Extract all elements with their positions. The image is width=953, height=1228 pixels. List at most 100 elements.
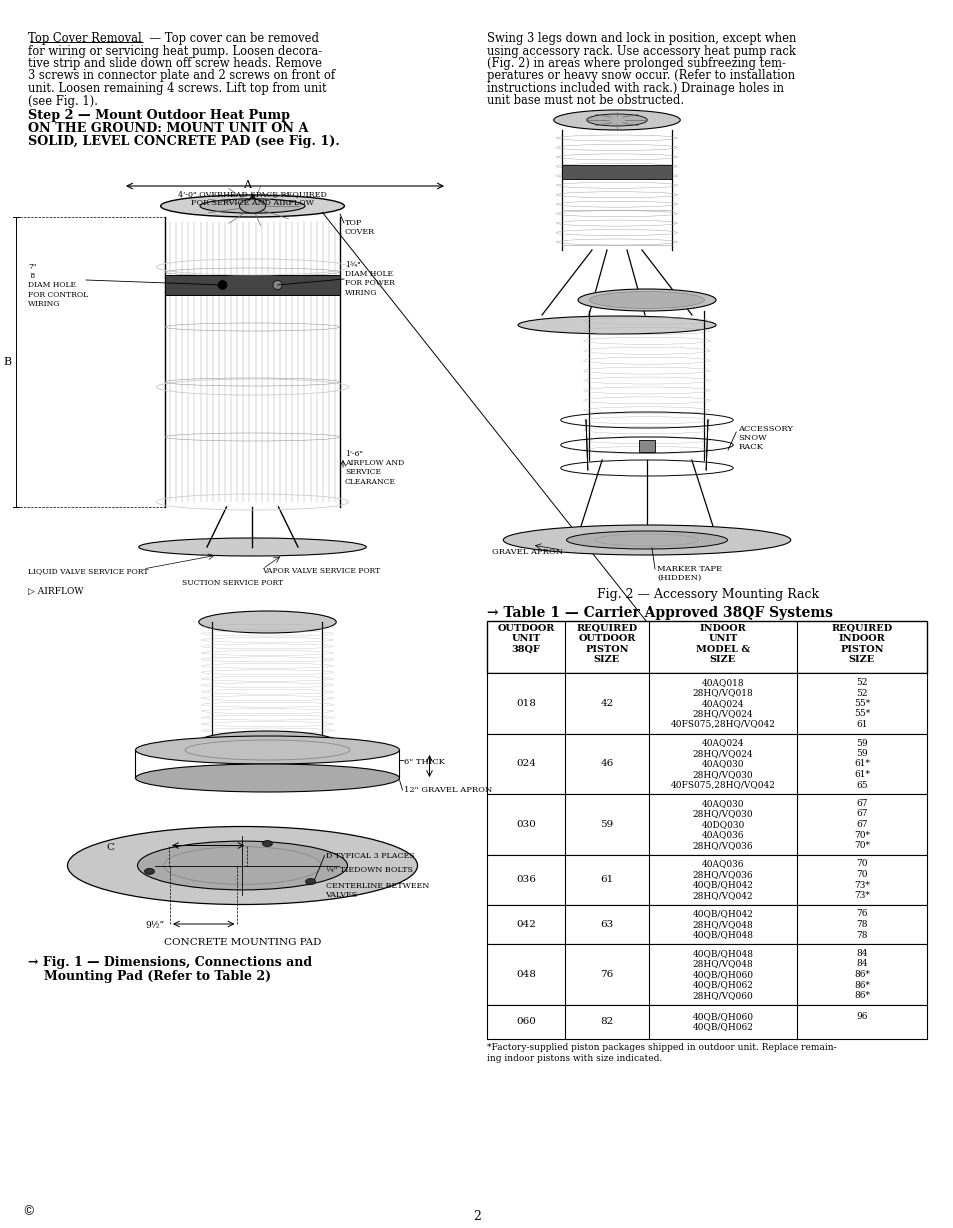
Text: ▷ AIRFLOW: ▷ AIRFLOW: [28, 587, 84, 596]
Text: 40AQ030: 40AQ030: [701, 759, 743, 769]
Text: 52: 52: [856, 678, 867, 686]
Text: CONCRETE MOUNTING PAD: CONCRETE MOUNTING PAD: [164, 938, 321, 947]
Text: 59: 59: [855, 738, 867, 748]
Text: B: B: [4, 357, 12, 367]
Text: 2: 2: [473, 1210, 480, 1223]
Text: 67: 67: [856, 809, 867, 819]
Text: 61: 61: [599, 876, 613, 884]
Text: 84: 84: [856, 959, 867, 969]
Text: 024: 024: [516, 759, 536, 769]
Text: A: A: [243, 181, 252, 190]
Text: 40AQ024: 40AQ024: [701, 738, 743, 748]
Text: 1¾"
DIAM HOLE
FOR POWER
WIRING: 1¾" DIAM HOLE FOR POWER WIRING: [345, 262, 395, 297]
Bar: [561, 165, 671, 179]
Text: TOP
COVER: TOP COVER: [345, 219, 375, 236]
Text: unit base must not be obstructed.: unit base must not be obstructed.: [486, 95, 683, 108]
Text: 40FS075,28HQ/VQ042: 40FS075,28HQ/VQ042: [670, 781, 775, 790]
Text: *Factory-supplied piston packages shipped in outdoor unit. Replace remain-
ing i: *Factory-supplied piston packages shippe…: [486, 1044, 836, 1063]
Text: unit. Loosen remaining 4 screws. Lift top from unit: unit. Loosen remaining 4 screws. Lift to…: [28, 82, 326, 95]
Text: Swing 3 legs down and lock in position, except when: Swing 3 legs down and lock in position, …: [486, 32, 796, 45]
Text: REQUIRED
OUTDOOR
PISTON
SIZE: REQUIRED OUTDOOR PISTON SIZE: [576, 624, 637, 664]
Text: 70: 70: [856, 860, 867, 868]
Text: 40DQ030: 40DQ030: [700, 820, 744, 829]
Text: GRAVEL APRON: GRAVEL APRON: [492, 548, 562, 556]
Ellipse shape: [198, 731, 335, 753]
Ellipse shape: [239, 199, 265, 212]
Text: 060: 060: [516, 1017, 536, 1027]
Text: 40AQ018: 40AQ018: [701, 678, 743, 686]
Ellipse shape: [566, 530, 727, 549]
Text: 40QB/QH060: 40QB/QH060: [692, 970, 753, 979]
Text: 40QB/QH042: 40QB/QH042: [692, 910, 753, 919]
Text: 40AQ036: 40AQ036: [701, 860, 743, 868]
Text: 52: 52: [856, 689, 867, 698]
Text: instructions included with rack.) Drainage holes in: instructions included with rack.) Draina…: [486, 82, 783, 95]
Ellipse shape: [135, 764, 399, 792]
Ellipse shape: [517, 316, 716, 334]
Text: → Fig. 1 — Dimensions, Connections and: → Fig. 1 — Dimensions, Connections and: [28, 957, 312, 969]
Text: 9½”: 9½”: [146, 921, 165, 930]
Text: C: C: [106, 844, 113, 852]
Text: Mounting Pad (Refer to Table 2): Mounting Pad (Refer to Table 2): [44, 970, 271, 982]
Text: ACCESSORY
SNOW
RACK: ACCESSORY SNOW RACK: [738, 425, 792, 452]
Text: Step 2 — Mount Outdoor Heat Pump: Step 2 — Mount Outdoor Heat Pump: [28, 109, 290, 122]
Text: peratures or heavy snow occur. (Refer to installation: peratures or heavy snow occur. (Refer to…: [486, 70, 794, 82]
Text: 78: 78: [856, 920, 867, 930]
Text: VAPOR VALVE SERVICE PORT: VAPOR VALVE SERVICE PORT: [262, 567, 380, 575]
Text: 40QB/QH060: 40QB/QH060: [692, 1012, 753, 1020]
Text: 46: 46: [599, 759, 613, 769]
Text: ON THE GROUND: MOUNT UNIT ON A: ON THE GROUND: MOUNT UNIT ON A: [28, 122, 308, 135]
Text: 63: 63: [599, 920, 613, 928]
Text: 3 screws in connector plate and 2 screws on front of: 3 screws in connector plate and 2 screws…: [28, 70, 335, 82]
Text: 018: 018: [516, 699, 536, 707]
Text: CENTERLINE BETWEEN
VALVES: CENTERLINE BETWEEN VALVES: [325, 882, 429, 899]
Text: 86*: 86*: [853, 991, 869, 1000]
Ellipse shape: [589, 291, 703, 308]
Text: 65: 65: [855, 781, 867, 790]
Ellipse shape: [503, 526, 790, 555]
Text: D TYPICAL 3 PLACES: D TYPICAL 3 PLACES: [325, 851, 414, 860]
Text: using accessory rack. Use accessory heat pump rack: using accessory rack. Use accessory heat…: [486, 44, 795, 58]
Text: 55*: 55*: [853, 710, 869, 718]
Text: 048: 048: [516, 970, 536, 979]
Bar: [486, 855, 926, 905]
Text: 82: 82: [599, 1017, 613, 1027]
Text: 55*: 55*: [853, 699, 869, 709]
Text: 28HQ/VQ024: 28HQ/VQ024: [692, 710, 753, 718]
Text: Fig. 2 — Accessory Mounting Rack: Fig. 2 — Accessory Mounting Rack: [597, 588, 819, 600]
Text: MARKER TAPE
(HIDDEN): MARKER TAPE (HIDDEN): [657, 565, 721, 582]
Text: 42: 42: [599, 699, 613, 707]
Ellipse shape: [586, 114, 646, 126]
Ellipse shape: [578, 289, 716, 311]
Text: SOLID, LEVEL CONCRETE PAD (see Fig. 1).: SOLID, LEVEL CONCRETE PAD (see Fig. 1).: [28, 135, 339, 149]
Text: 84: 84: [856, 949, 867, 958]
Text: (Fig. 2) in areas where prolonged subfreezing tem-: (Fig. 2) in areas where prolonged subfre…: [486, 56, 785, 70]
Text: 76: 76: [856, 910, 867, 919]
Bar: [486, 1005, 926, 1039]
Text: 70*: 70*: [853, 830, 869, 840]
Text: 28HQ/VQ030: 28HQ/VQ030: [692, 809, 753, 819]
Text: 61*: 61*: [853, 770, 869, 779]
Text: 40QB/QH048: 40QB/QH048: [692, 949, 753, 958]
Ellipse shape: [262, 840, 273, 846]
Text: 40FS075,28HQ/VQ042: 40FS075,28HQ/VQ042: [670, 720, 775, 729]
Text: 036: 036: [516, 876, 536, 884]
Text: 030: 030: [516, 820, 536, 829]
Text: 67: 67: [856, 820, 867, 829]
Bar: [486, 733, 926, 795]
Text: SUCTION SERVICE PORT: SUCTION SERVICE PORT: [182, 578, 283, 587]
Text: 28HQ/VQ030: 28HQ/VQ030: [692, 770, 753, 779]
Ellipse shape: [218, 280, 227, 290]
Text: 40QB/QH062: 40QB/QH062: [692, 980, 753, 990]
Text: 70*: 70*: [853, 841, 869, 850]
Ellipse shape: [144, 868, 154, 874]
Ellipse shape: [553, 111, 679, 130]
Text: 042: 042: [516, 920, 536, 928]
Text: 73*: 73*: [853, 892, 869, 900]
Text: 59: 59: [855, 749, 867, 758]
Text: REQUIRED
INDOOR
PISTON
SIZE: REQUIRED INDOOR PISTON SIZE: [831, 624, 892, 664]
Text: ¼" TIEDOWN BOLTS: ¼" TIEDOWN BOLTS: [325, 866, 412, 873]
Text: 61: 61: [856, 720, 867, 729]
Text: 76: 76: [599, 970, 613, 979]
Ellipse shape: [198, 612, 335, 632]
